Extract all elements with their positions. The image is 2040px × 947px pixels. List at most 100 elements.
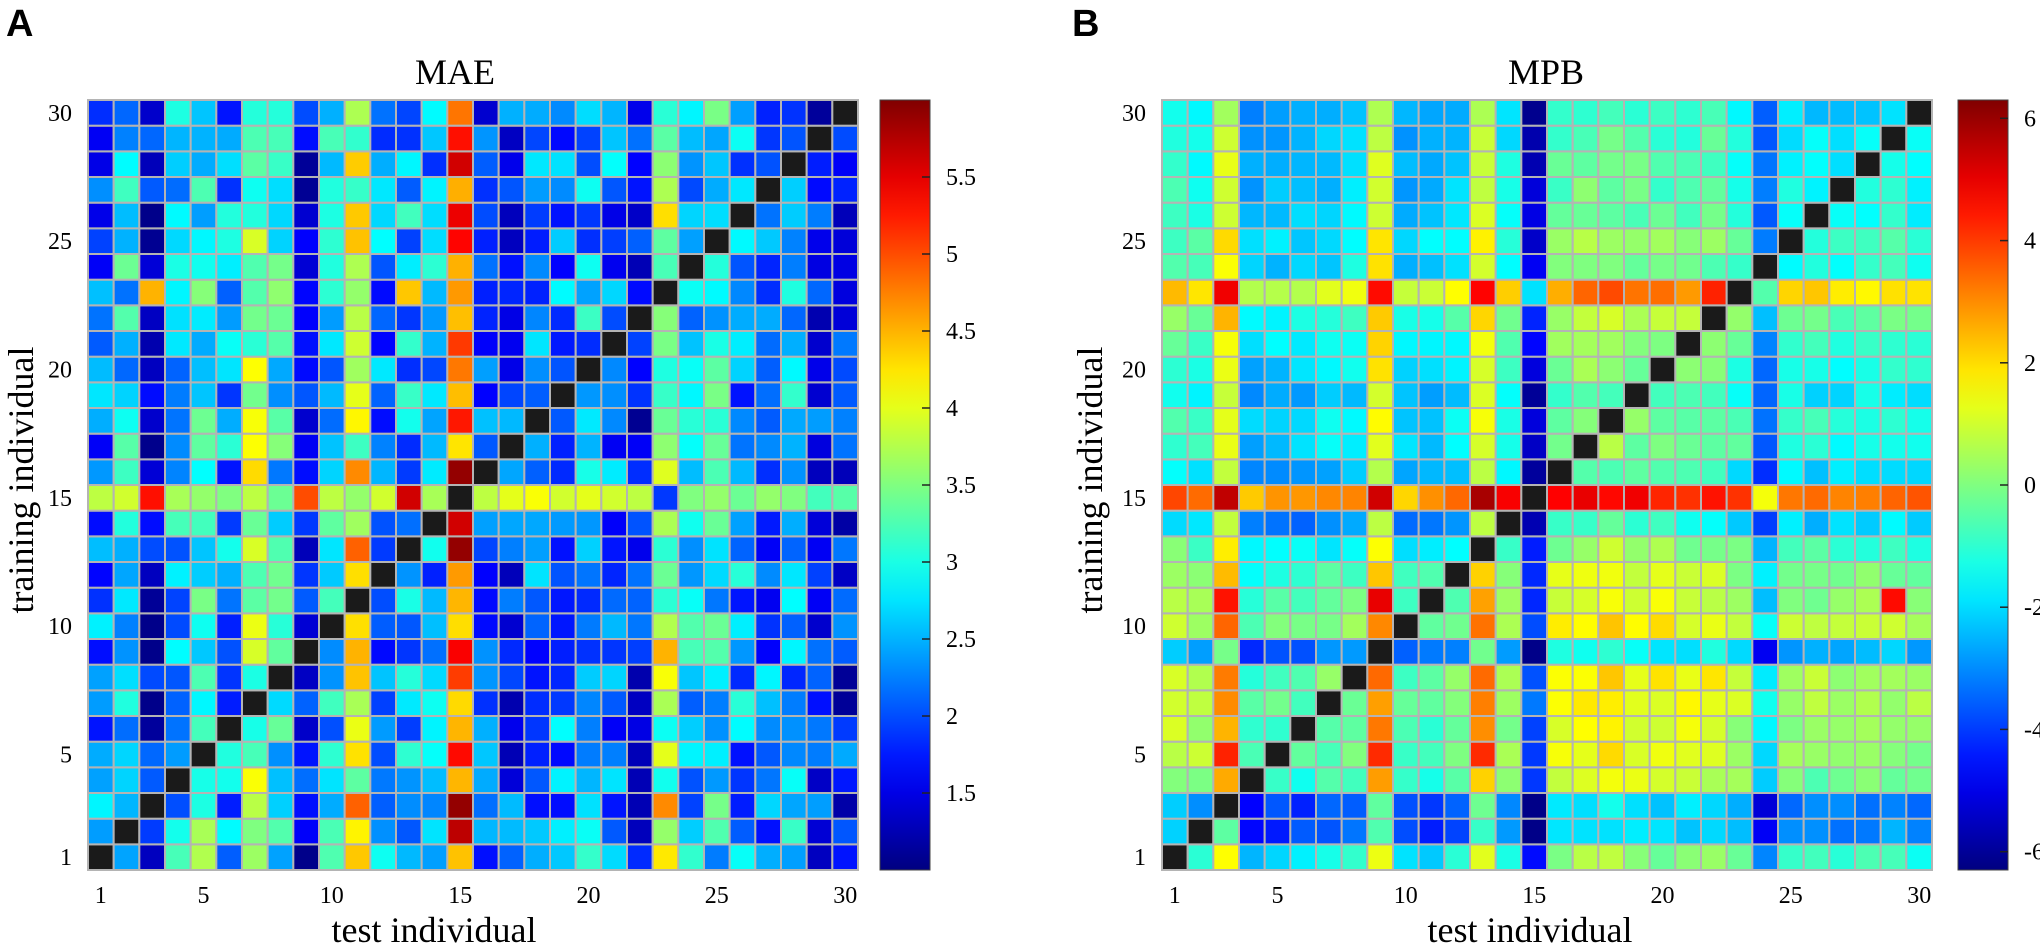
heatmap-cell-r8-c4 — [1238, 663, 1266, 692]
heatmap-cell-r25-c11 — [1417, 227, 1446, 256]
heatmap-cell-r3-c16 — [472, 792, 500, 820]
heatmap-cell-r23-c7 — [1315, 278, 1343, 307]
heatmap-cell-r17-c20 — [574, 432, 603, 461]
heatmap-cell-r9-c7 — [1315, 638, 1343, 666]
heatmap-cell-r29-c4 — [1238, 124, 1266, 153]
panel-a-title: MAE — [415, 52, 495, 92]
heatmap-cell-r25-c3 — [1212, 227, 1240, 256]
heatmap-cell-r21-c23 — [1725, 330, 1754, 358]
heatmap-cell-r15-c8 — [1340, 484, 1369, 512]
diagonal-cell-r30-c30 — [831, 99, 860, 127]
heatmap-cell-r19-c12 — [369, 381, 397, 409]
heatmap-cell-r26-c1 — [87, 201, 115, 230]
heatmap-cell-r22-c7 — [241, 304, 269, 332]
heatmap-cell-r1-c4 — [164, 843, 192, 872]
heatmap-cell-r22-c1 — [1161, 304, 1189, 332]
heatmap-cell-r21-c18 — [523, 330, 552, 358]
heatmap-cell-r17-c2 — [1186, 432, 1215, 461]
heatmap-cell-r29-c6 — [1289, 124, 1317, 153]
heatmap-cell-r21-c17 — [1571, 330, 1600, 358]
heatmap-cell-r18-c10 — [318, 407, 346, 435]
heatmap-cell-r10-c11 — [1417, 612, 1446, 641]
heatmap-cell-r8-c27 — [1828, 663, 1856, 692]
heatmap-cell-r11-c9 — [292, 586, 320, 615]
heatmap-cell-r10-c17 — [1571, 612, 1600, 641]
heatmap-cell-r29-c30 — [831, 124, 860, 153]
heatmap-cell-r18-c7 — [1315, 407, 1343, 435]
heatmap-cell-r23-c21 — [600, 278, 629, 307]
heatmap-cell-r16-c19 — [1623, 458, 1651, 486]
heatmap-cell-r1-c18 — [1597, 843, 1625, 872]
heatmap-cell-r5-c30 — [831, 740, 860, 769]
heatmap-cell-r6-c18 — [523, 715, 552, 743]
heatmap-cell-r7-c2 — [112, 689, 141, 718]
heatmap-cell-r15-c24 — [677, 484, 706, 512]
heatmap-cell-r22-c5 — [1263, 304, 1292, 332]
heatmap-cell-r3-c21 — [600, 792, 629, 820]
heatmap-cell-r23-c17 — [1571, 278, 1600, 307]
colorbar-tick-label: -2 — [2024, 595, 2040, 621]
heatmap-cell-r17-c24 — [677, 432, 706, 461]
heatmap-cell-r29-c14 — [420, 124, 449, 153]
heatmap-cell-r22-c16 — [1546, 304, 1574, 332]
heatmap-cell-r1-c28 — [780, 843, 808, 872]
heatmap-cell-r12-c9 — [1366, 561, 1394, 589]
heatmap-cell-r22-c13 — [1469, 304, 1497, 332]
heatmap-cell-r13-c24 — [1751, 535, 1779, 564]
heatmap-cell-r15-c1 — [87, 484, 115, 512]
heatmap-cell-r17-c15 — [446, 432, 474, 461]
heatmap-cell-r1-c19 — [549, 843, 577, 872]
heatmap-cell-r7-c26 — [1802, 689, 1831, 718]
heatmap-cell-r17-c8 — [1340, 432, 1369, 461]
heatmap-cell-r4-c22 — [626, 766, 654, 795]
heatmap-cell-r4-c30 — [1905, 766, 1933, 795]
heatmap-cell-r10-c5 — [1263, 612, 1292, 641]
heatmap-cell-r19-c1 — [1161, 381, 1189, 409]
heatmap-cell-r2-c21 — [1674, 817, 1702, 846]
heatmap-cell-r6-c26 — [1802, 715, 1831, 743]
heatmap-cell-r22-c13 — [395, 304, 423, 332]
heatmap-cell-r11-c25 — [1777, 586, 1805, 615]
heatmap-cell-r4-c24 — [1751, 766, 1779, 795]
heatmap-cell-r22-c12 — [1443, 304, 1471, 332]
heatmap-cell-r11-c19 — [1623, 586, 1651, 615]
heatmap-cell-r19-c5 — [1263, 381, 1292, 409]
diagonal-cell-r9-c9 — [292, 638, 320, 666]
heatmap-cell-r12-c27 — [754, 561, 783, 589]
heatmap-cell-r2-c28 — [1854, 817, 1882, 846]
heatmap-cell-r24-c25 — [703, 253, 731, 281]
heatmap-cell-r3-c27 — [754, 792, 783, 820]
heatmap-cell-r5-c15 — [446, 740, 474, 769]
heatmap-cell-r30-c6 — [215, 99, 244, 127]
heatmap-cell-r22-c27 — [754, 304, 783, 332]
heatmap-cell-r16-c2 — [1186, 458, 1215, 486]
y-tick-label: 20 — [48, 358, 72, 384]
diagonal-cell-r23-c23 — [1725, 278, 1754, 307]
heatmap-cell-r17-c21 — [1674, 432, 1702, 461]
heatmap-cell-r9-c28 — [780, 638, 808, 666]
heatmap-cell-r29-c19 — [549, 124, 577, 153]
heatmap-cell-r7-c20 — [574, 689, 603, 718]
heatmap-cell-r11-c16 — [1546, 586, 1574, 615]
heatmap-cell-r18-c22 — [1700, 407, 1728, 435]
heatmap-cell-r3-c11 — [1417, 792, 1446, 820]
heatmap-cell-r14-c27 — [1828, 509, 1856, 538]
heatmap-cell-r23-c4 — [164, 278, 192, 307]
heatmap-cell-r3-c10 — [318, 792, 346, 820]
heatmap-cell-r24-c15 — [446, 253, 474, 281]
colorbar-tick-label: 2 — [946, 704, 958, 730]
heatmap-cell-r26-c13 — [395, 201, 423, 230]
heatmap-cell-r11-c3 — [138, 586, 167, 615]
heatmap-cell-r21-c29 — [805, 330, 834, 358]
y-tick-label: 5 — [1134, 743, 1146, 769]
heatmap-cell-r20-c26 — [728, 355, 757, 384]
heatmap-cell-r26-c16 — [1546, 201, 1574, 230]
heatmap-cell-r13-c22 — [1700, 535, 1728, 564]
heatmap-cell-r13-c15 — [446, 535, 474, 564]
heatmap-cell-r20-c30 — [831, 355, 860, 384]
heatmap-cell-r12-c21 — [600, 561, 629, 589]
heatmap-cell-r18-c8 — [1340, 407, 1369, 435]
heatmap-cell-r17-c5 — [189, 432, 218, 461]
heatmap-cell-r14-c4 — [1238, 509, 1266, 538]
heatmap-cell-r26-c17 — [497, 201, 526, 230]
